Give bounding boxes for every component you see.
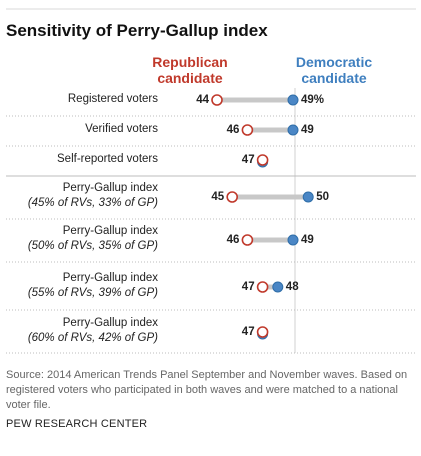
republican-value-label: 47 [241,154,255,166]
row-label-main: Perry-Gallup index [62,317,158,329]
row-label-sub: (55% of RVs, 39% of GP) [27,287,158,299]
democratic-value-label: 49 [301,124,314,136]
legend-democratic: Democratic candidate [284,54,384,86]
republican-dot [226,191,238,203]
republican-value-label: 45 [211,191,225,203]
republican-dot [241,234,254,246]
democratic-value-label: 49 [301,234,314,246]
democratic-dot [287,234,299,246]
credit-line: PEW RESEARCH CENTER [6,418,148,430]
republican-dot [211,94,223,106]
republican-value-label: 46 [226,124,240,136]
republican-value-label: 47 [241,281,255,293]
row-label: Perry-Gallup index (55% of RVs, 39% of GP… [0,271,158,301]
row-label-main: Verified voters [85,123,158,135]
republican-value-label: 46 [226,234,240,246]
row-label: Registered voters [0,92,158,107]
row-label-main: Perry-Gallup index [62,225,158,237]
democratic-dot [302,191,314,203]
row-label-sub: (60% of RVs, 42% of GP) [27,332,158,344]
row-label: Perry-Gallup index (45% of RVs, 33% of GP… [0,181,158,211]
row-label: Perry-Gallup index (50% of RVs, 35% of GP… [0,224,158,254]
democratic-dot [287,124,299,136]
democratic-dot [287,94,299,106]
row-label-main: Perry-Gallup index [62,272,158,284]
republican-value-label: 44 [196,94,209,106]
legend-democratic-label: Democratic candidate [295,54,373,86]
row-label-main: Self-reported voters [57,153,158,165]
row-label-sub: (50% of RVs, 35% of GP) [27,240,158,252]
row-label: Self-reported voters [0,152,158,167]
democratic-value-label: 48 [285,281,299,293]
legend-republican-label: Republican candidate [152,54,228,86]
row-label: Perry-Gallup index (60% of RVs, 42% of GP… [0,316,158,346]
democratic-dot [272,281,284,293]
republican-dot [256,326,269,338]
democratic-value-label: 50 [316,191,329,203]
chart-title: Sensitivity of Perry-Gallup index [6,21,268,40]
republican-value-label: 47 [241,326,255,338]
row-label-main: Registered voters [67,93,158,105]
row-label-main: Perry-Gallup index [62,182,158,194]
legend-republican: Republican candidate [140,54,240,86]
democratic-value-label: 49% [301,94,325,106]
row-label-sub: (45% of RVs, 33% of GP) [27,197,158,209]
republican-dot [241,124,254,136]
republican-dot [256,281,269,293]
source-note: Source: 2014 American Trends Panel Septe… [6,369,408,411]
row-label: Verified voters [0,122,158,137]
republican-dot [256,154,269,166]
